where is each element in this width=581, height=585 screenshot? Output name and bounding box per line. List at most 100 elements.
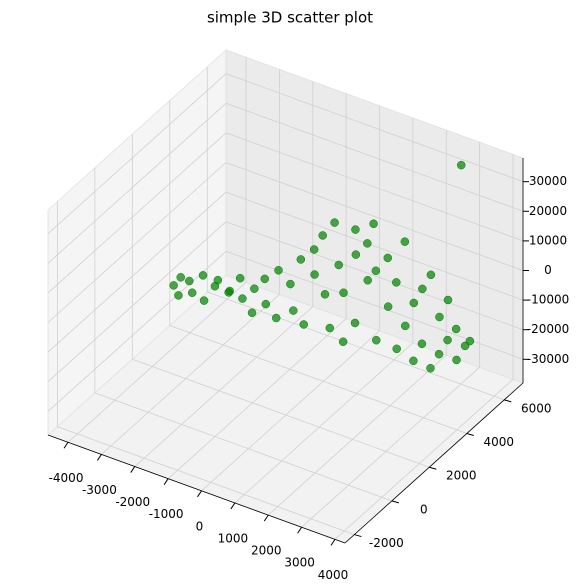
grid-line <box>225 102 524 212</box>
chart-title: simple 3D scatter plot <box>207 9 373 27</box>
grid-line <box>134 306 314 467</box>
point <box>392 344 401 354</box>
point <box>247 308 257 317</box>
point <box>392 278 401 287</box>
grid-line <box>132 358 430 468</box>
tick-mark <box>354 534 362 538</box>
point <box>261 299 271 309</box>
point <box>238 294 247 303</box>
grid-line <box>94 392 392 502</box>
point <box>289 306 298 315</box>
grid-line <box>225 221 524 331</box>
grid-line <box>225 73 524 183</box>
grid-line <box>101 294 280 455</box>
point <box>465 336 475 346</box>
grid-line <box>225 191 524 301</box>
x-tick-label: 2000 <box>251 544 282 558</box>
grid-line <box>301 366 480 528</box>
point <box>363 239 372 248</box>
point <box>296 255 306 264</box>
point <box>409 298 419 308</box>
point <box>169 281 178 290</box>
grid-line <box>47 162 227 323</box>
point <box>271 313 281 323</box>
grid-line <box>47 132 227 294</box>
y-tick-label: -2000 <box>369 536 404 550</box>
point <box>351 250 361 259</box>
grid-line <box>47 191 227 353</box>
point <box>363 276 372 285</box>
x-tick-label: 1000 <box>218 531 249 545</box>
tick-mark <box>429 466 437 470</box>
point <box>309 245 319 254</box>
z-tick-label: -20000 <box>527 322 570 336</box>
z-tick-label: 20000 <box>529 204 567 218</box>
grid-line <box>47 102 227 264</box>
z-tick-label: 0 <box>544 263 552 277</box>
point <box>198 271 208 280</box>
x-tick-label: 0 <box>196 519 204 533</box>
point <box>187 288 197 297</box>
grid-line <box>67 281 247 443</box>
x-tick-label: 4000 <box>318 568 349 581</box>
tick-mark <box>297 526 303 534</box>
grid-line <box>57 426 355 535</box>
point <box>338 337 348 347</box>
tick-mark <box>230 502 236 510</box>
tick-mark <box>330 539 336 546</box>
tick-mark <box>263 514 269 522</box>
point <box>260 274 269 284</box>
point <box>235 273 245 283</box>
point <box>383 302 393 311</box>
y-tick-label: 6000 <box>521 401 552 415</box>
point <box>372 335 381 345</box>
point <box>443 295 453 305</box>
point <box>371 266 381 276</box>
point <box>418 284 427 294</box>
point <box>417 339 427 349</box>
z-tick-label: 30000 <box>529 174 567 188</box>
point <box>456 160 466 170</box>
tick-mark <box>391 500 399 504</box>
point <box>318 231 327 240</box>
point <box>225 286 234 296</box>
point <box>286 279 295 289</box>
grid-line <box>167 318 347 479</box>
point <box>185 276 194 286</box>
tick-mark <box>63 442 69 449</box>
point <box>334 260 343 270</box>
grid-line <box>47 251 227 412</box>
point <box>451 324 461 334</box>
point <box>452 355 461 365</box>
point <box>434 349 444 359</box>
z-tick-label: -30000 <box>527 352 570 366</box>
y-axis-line <box>344 382 524 544</box>
point <box>401 321 410 331</box>
grid-line <box>201 330 380 492</box>
tick-mark <box>197 490 202 498</box>
point <box>274 266 283 275</box>
tick-mark <box>504 399 512 403</box>
grid-line <box>47 221 227 383</box>
point <box>339 288 348 298</box>
x-tick-label: -4000 <box>49 471 84 485</box>
point <box>435 312 444 322</box>
tick-mark <box>466 433 474 437</box>
x-tick-label: 3000 <box>284 556 315 570</box>
grid-line <box>234 342 414 504</box>
y-tick-label: 2000 <box>446 469 477 483</box>
grid-line <box>225 132 524 242</box>
z-tick-label: -10000 <box>527 293 570 307</box>
point <box>250 284 259 293</box>
y-tick-label: 0 <box>420 502 428 516</box>
x-tick-label: -3000 <box>82 483 117 497</box>
tick-mark <box>163 478 169 485</box>
point <box>174 291 183 300</box>
point <box>176 273 185 282</box>
point <box>426 363 435 373</box>
point <box>350 318 360 328</box>
point <box>409 356 418 366</box>
z-tick-label: 10000 <box>529 233 567 247</box>
grid-line <box>334 379 514 540</box>
